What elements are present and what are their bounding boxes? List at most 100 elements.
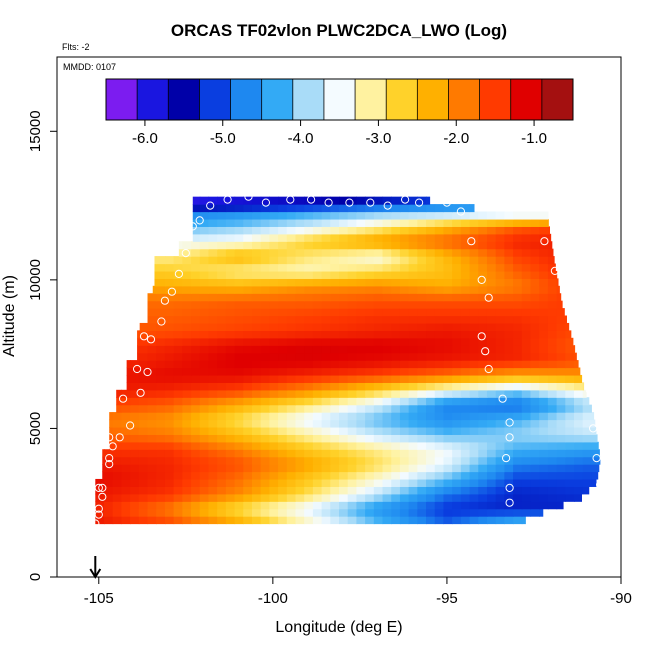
heatmap-cell [182,426,192,435]
heatmap-cell [304,374,314,383]
heatmap-cell [199,270,210,279]
heatmap-cell [147,456,157,465]
heatmap-cell [304,233,314,242]
x-tick-label: -105 [84,590,114,607]
heatmap-cell [156,501,166,510]
heatmap-cell [173,478,183,487]
heatmap-cell [156,412,166,421]
heatmap-cell [434,367,445,376]
heatmap-cell [208,508,218,517]
heatmap-cell [251,493,262,502]
heatmap-cell [339,196,349,205]
heatmap-cell [182,382,192,391]
heatmap-cell [521,256,532,265]
heatmap-cell [452,256,462,265]
heatmap-cell [260,360,270,369]
heatmap-cell [469,278,479,287]
heatmap-cell [330,337,340,346]
colorbar-segment [106,79,138,120]
heatmap-cell [391,285,401,294]
heatmap-cell [382,456,392,465]
heatmap-cell [304,360,314,369]
heatmap-cell [391,464,401,473]
heatmap-cell [478,389,488,398]
heatmap-cell [443,218,453,227]
track-point [307,195,316,204]
heatmap-cell [191,493,201,502]
heatmap-cell [225,270,236,279]
colorbar-segment [510,79,543,120]
heatmap-cell [208,434,218,443]
heatmap-cell [199,293,210,302]
heatmap-cell [173,367,183,376]
heatmap-cell [234,404,244,413]
heatmap-cell [191,330,201,339]
heatmap-cell [164,337,175,346]
heatmap-cell [182,315,192,324]
heatmap-cell [286,501,297,510]
heatmap-cell [547,419,558,428]
heatmap-cell [339,478,349,487]
heatmap-cell [278,278,288,287]
heatmap-cell [286,241,297,250]
heatmap-cell [434,434,445,443]
heatmap-cell [138,345,149,354]
heatmap-cell [460,464,471,473]
heatmap-cell [460,404,471,413]
heatmap-cell [365,412,375,421]
heatmap-cell [312,426,323,435]
heatmap-cell [199,412,210,421]
heatmap-cell [443,345,453,354]
heatmap-cell [408,382,418,391]
heatmap-cell [495,486,505,495]
heatmap-cell [304,322,314,331]
heatmap-cell [347,241,357,250]
heatmap-cell [434,412,445,421]
heatmap-cell [399,263,410,272]
heatmap-cell [469,441,479,450]
heatmap-cell [312,337,323,346]
heatmap-cell [164,293,175,302]
heatmap-cell [460,315,471,324]
heatmap-cell [504,248,514,257]
heatmap-cell [286,493,297,502]
heatmap-cell [460,412,471,421]
heatmap-cell [582,464,592,473]
heatmap-cell [321,330,331,339]
heatmap-cell [173,397,183,406]
heatmap-cell [312,300,323,309]
track-point [571,302,580,311]
heatmap-cell [391,397,401,406]
heatmap-cell [217,233,227,242]
heatmap-cell [417,248,427,257]
heatmap-cell [121,441,131,450]
heatmap-cell [199,464,210,473]
heatmap-cell [478,322,488,331]
heatmap-cell [304,337,314,346]
heatmap-cell [312,352,323,361]
heatmap-cell [347,211,357,220]
heatmap-cell [234,397,244,406]
heatmap-cell [365,516,375,525]
heatmap-cell [417,434,427,443]
heatmap-cell [478,412,488,421]
heatmap-cell [391,478,401,487]
heatmap-cell [486,285,497,294]
heatmap-cell [347,218,357,227]
heatmap-cell [504,486,514,495]
heatmap-cell [513,352,523,361]
heatmap-cell [208,345,218,354]
heatmap-cell [347,449,357,458]
heatmap-cell [356,352,366,361]
heatmap-cell [278,218,288,227]
heatmap-cell [373,434,384,443]
heatmap-cell [347,293,357,302]
heatmap-cell [469,322,479,331]
heatmap-cell [286,330,297,339]
heatmap-cell [565,382,575,391]
heatmap-cell [191,285,201,294]
heatmap-cell [295,382,305,391]
heatmap-cell [521,419,532,428]
heatmap-cell [495,464,505,473]
x-axis-label: Longitude (deg E) [275,619,402,636]
